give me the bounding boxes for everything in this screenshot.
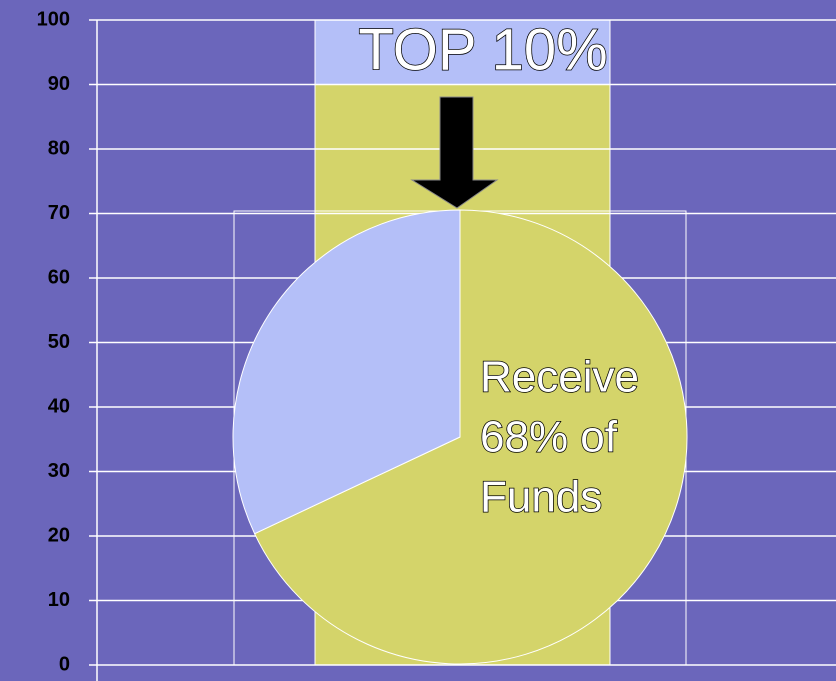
bar-segment xyxy=(315,20,610,85)
y-tick-label: 40 xyxy=(48,395,70,417)
pie-annotation: Funds xyxy=(480,473,602,522)
y-tick-label: 80 xyxy=(48,137,70,159)
annotation: TOP 10% xyxy=(358,17,607,82)
pie-annotation: 68% of xyxy=(480,413,618,462)
arrow xyxy=(410,96,499,209)
y-tick-label: 50 xyxy=(48,331,70,353)
y-tick-label: 60 xyxy=(48,266,70,288)
y-tick-label: 10 xyxy=(48,589,70,611)
y-tick-label: 30 xyxy=(48,460,70,482)
y-tick-label: 90 xyxy=(48,73,70,95)
y-tick-label: 0 xyxy=(59,653,70,675)
pie-slice xyxy=(253,209,688,665)
y-tick-label: 70 xyxy=(48,202,70,224)
y-tick-label: 100 xyxy=(37,8,70,30)
y-tick-label: 20 xyxy=(48,524,70,546)
pie-slice xyxy=(232,209,461,535)
pie-annotation: Receive xyxy=(480,353,639,402)
